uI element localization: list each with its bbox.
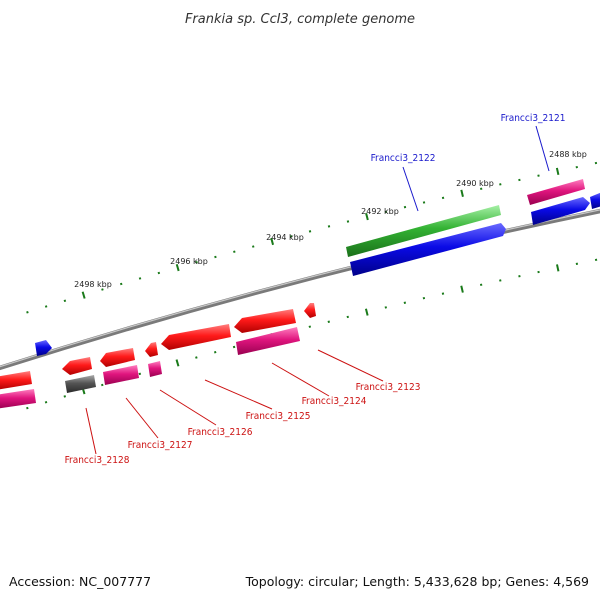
scale-tick-major [556, 264, 560, 272]
scale-label-2490: 2490 kbp [456, 179, 494, 188]
scale-tick-major [365, 213, 369, 221]
scale-tick-minor [289, 235, 293, 238]
gene-francci3-2125[interactable] [161, 324, 231, 350]
scale-tick-minor [44, 305, 48, 308]
gene-label-francci3-2121[interactable]: Francci3_2121 [501, 113, 566, 124]
gene-label-francci3-2124[interactable]: Francci3_2124 [302, 396, 367, 407]
gene-francci3-2127[interactable] [103, 365, 139, 385]
scale-tick-minor [308, 325, 312, 328]
gene-francci3-2126-red[interactable] [145, 342, 158, 357]
scale-tick-minor [63, 395, 67, 398]
reverse-genes [0, 303, 316, 409]
forward-genes [346, 179, 600, 276]
accession-text: Accession: NC_007777 [9, 574, 152, 589]
gene-francci3-2124-pink[interactable] [236, 327, 300, 355]
scale-tick-minor [101, 383, 104, 387]
scale-tick-minor [213, 351, 217, 354]
gene-label-francci3-2127[interactable]: Francci3_2127 [128, 440, 193, 451]
scale-tick-minor [327, 225, 331, 228]
gene-label-francci3-2126[interactable]: Francci3_2126 [188, 427, 253, 438]
scale-tick-major [364, 308, 369, 316]
gene-francci3-2121-pink[interactable] [527, 179, 585, 205]
gene-edge-blue[interactable] [590, 192, 600, 209]
outer-scale-ticks [26, 161, 598, 314]
scale-tick-major [460, 189, 464, 197]
scale-tick-minor [157, 271, 161, 275]
scale-tick-minor [214, 255, 217, 259]
gene-francci3-2122-green[interactable] [346, 205, 501, 257]
gene-francci3-2128[interactable] [65, 375, 96, 393]
scale-tick-minor [26, 406, 29, 410]
gene-francci3-2124[interactable] [234, 309, 296, 333]
scale-tick-major [270, 237, 275, 246]
scale-tick-minor [195, 261, 198, 264]
scale-tick-minor [101, 288, 104, 291]
scale-tick-major [175, 359, 180, 367]
gene-francci3-2128-red[interactable] [62, 357, 92, 375]
scale-label-2498: 2498 kbp [74, 280, 112, 289]
gene-label-francci3-2128[interactable]: Francci3_2128 [65, 455, 130, 466]
scale-label-2496: 2496 kbp [170, 257, 208, 266]
gene-small-blue[interactable] [35, 340, 52, 356]
scale-label-2488: 2488 kbp [549, 150, 587, 159]
leader-lines [85, 125, 550, 455]
gene-francci3-2127-red[interactable] [100, 348, 135, 367]
map-title: Frankia sp. CcI3, complete genome [185, 12, 415, 27]
scale-tick-minor [138, 372, 142, 376]
scale-tick-minor [44, 400, 48, 404]
gene-francci3-2126[interactable] [148, 361, 162, 377]
scale-tick-major [175, 263, 180, 272]
gene-edge-pink[interactable] [0, 389, 36, 409]
scale-tick-minor [119, 282, 123, 286]
gene-francci3-2121[interactable] [531, 197, 590, 225]
scale-tick-major [81, 291, 86, 299]
gene-francci3-2122[interactable] [350, 223, 506, 276]
scale-tick-minor [308, 230, 312, 233]
scale-tick-major [460, 285, 464, 293]
scale-label-2492: 2492 kbp [361, 207, 399, 216]
genome-info-text: Topology: circular; Length: 5,433,628 bp… [245, 574, 589, 589]
gene-label-francci3-2123[interactable]: Francci3_2123 [356, 382, 421, 393]
scale-tick-major [555, 167, 560, 176]
scale-tick-minor [138, 277, 142, 280]
scale-tick-minor [233, 250, 236, 253]
gene-label-francci3-2122[interactable]: Francci3_2122 [371, 153, 436, 164]
scale-tick-minor [232, 345, 236, 349]
scale-tick-minor [26, 311, 29, 314]
gene-francci3-2123[interactable] [304, 303, 316, 318]
genome-backbone [0, 208, 600, 371]
scale-tick-minor [195, 356, 198, 359]
scale-label-2494: 2494 kbp [266, 233, 304, 242]
scale-tick-minor [63, 299, 67, 303]
scale-tick-minor [251, 245, 255, 248]
gene-edge-red[interactable] [0, 371, 32, 390]
gene-label-francci3-2125[interactable]: Francci3_2125 [246, 411, 311, 422]
